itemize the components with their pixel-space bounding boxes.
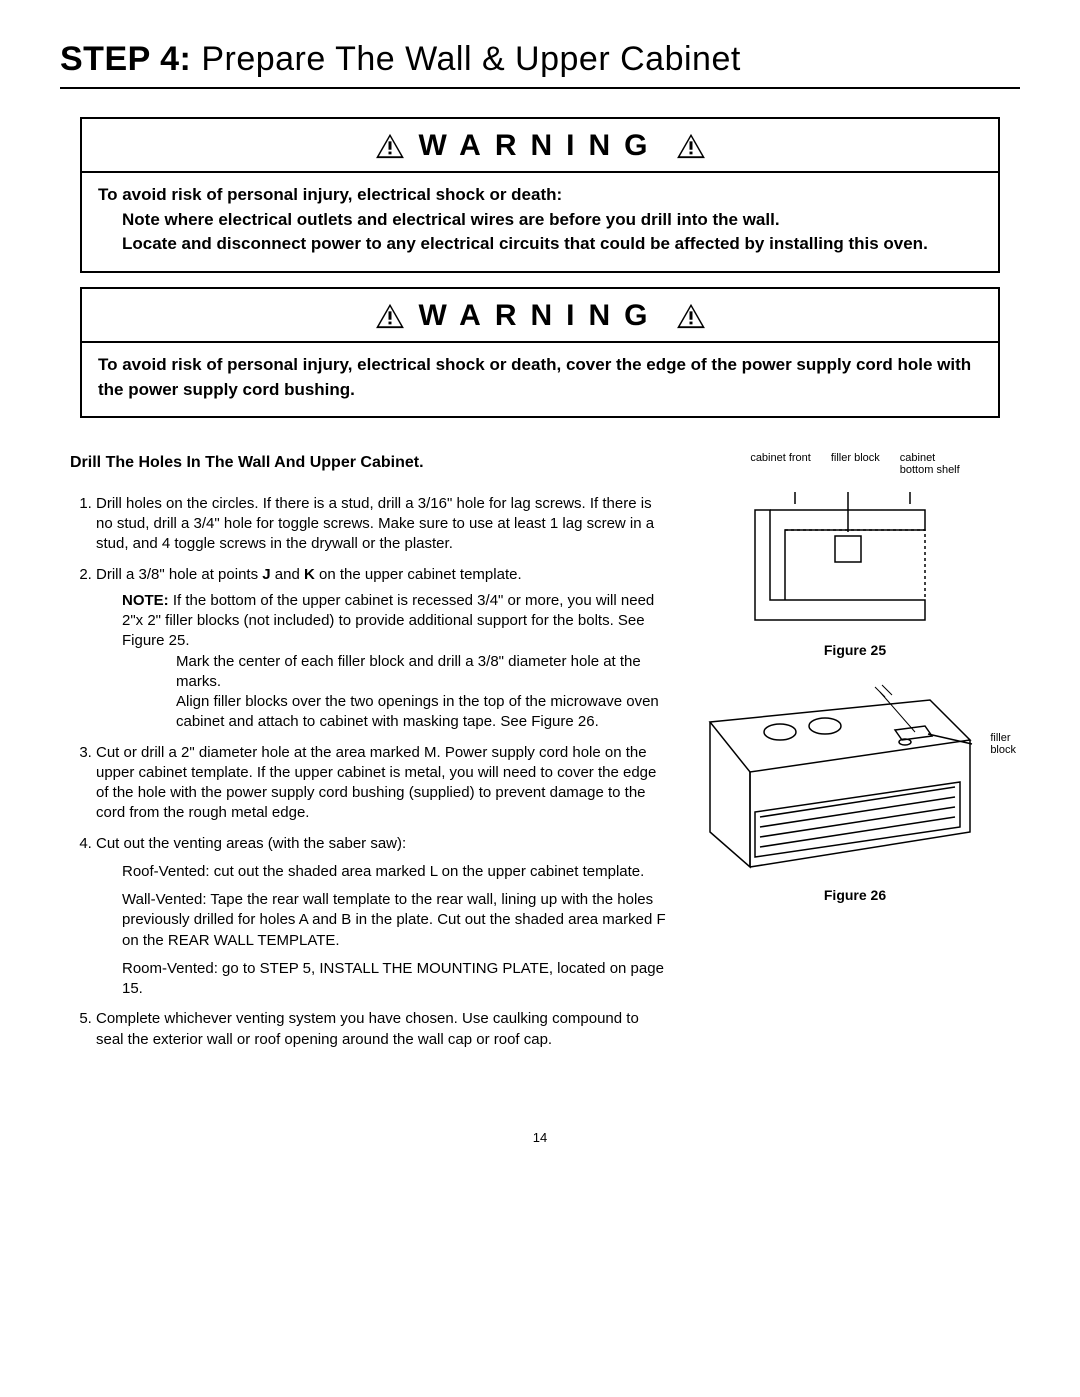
fig25-labels: cabinet front filler block cabinet botto… xyxy=(700,452,1010,476)
fig26-filler-label: filler block xyxy=(990,732,1016,756)
step2-a: Drill a 3/8" hole at points xyxy=(96,566,262,583)
note-sub2: Align filler blocks over the two opening… xyxy=(122,692,670,733)
warning-box-1: WARNING To avoid risk of personal injury… xyxy=(80,117,1000,273)
warning-word: WARNING xyxy=(419,129,662,163)
step-3: Cut or drill a 2" diameter hole at the a… xyxy=(96,743,670,824)
warning-header-2: WARNING xyxy=(82,289,998,341)
title-rest: Prepare The Wall & Upper Cabinet xyxy=(191,40,740,78)
fig25-filler: filler block xyxy=(831,452,880,476)
warning-header-1: WARNING xyxy=(82,119,998,171)
warning1-line2: Locate and disconnect power to any elect… xyxy=(98,232,982,257)
note-body: If the bottom of the upper cabinet is re… xyxy=(122,592,654,650)
figure-26-diagram xyxy=(700,682,980,872)
warning-body-1: To avoid risk of personal injury, electr… xyxy=(82,171,998,271)
note-sub1: Mark the center of each filler block and… xyxy=(122,652,670,693)
note-block: NOTE: If the bottom of the upper cabinet… xyxy=(96,591,670,733)
warning1-line1: Note where electrical outlets and electr… xyxy=(98,208,982,233)
step-2: Drill a 3/8" hole at points J and K on t… xyxy=(96,565,670,733)
page-number: 14 xyxy=(60,1130,1020,1145)
steps-list: Drill holes on the circles. If there is … xyxy=(70,494,670,1050)
step-5: Complete whichever venting system you ha… xyxy=(96,1009,670,1050)
alert-triangle-icon xyxy=(375,303,405,329)
step4-wall: Wall-Vented: Tape the rear wall template… xyxy=(96,890,670,951)
step2-mid: and xyxy=(271,566,304,583)
right-column: cabinet front filler block cabinet botto… xyxy=(700,452,1010,1060)
step2-j: J xyxy=(262,566,270,583)
section-heading: Drill The Holes In The Wall And Upper Ca… xyxy=(70,452,670,474)
warning-box-2: WARNING To avoid risk of personal injury… xyxy=(80,287,1000,418)
warning1-lead: To avoid risk of personal injury, electr… xyxy=(98,185,562,204)
step4-roof: Roof-Vented: cut out the shaded area mar… xyxy=(96,862,670,882)
step2-k: K xyxy=(304,566,315,583)
alert-triangle-icon xyxy=(676,303,706,329)
note-label: NOTE: xyxy=(122,592,169,609)
step4-room: Room-Vented: go to STEP 5, INSTALL THE M… xyxy=(96,959,670,1000)
fig25-cabfront: cabinet front xyxy=(750,452,811,476)
step-4: Cut out the venting areas (with the sabe… xyxy=(96,834,670,1000)
step4-lead: Cut out the venting areas (with the sabe… xyxy=(96,835,406,852)
warning-body-2: To avoid risk of personal injury, electr… xyxy=(82,341,998,416)
warning2-text: To avoid risk of personal injury, electr… xyxy=(98,355,971,399)
figure-25-diagram xyxy=(735,480,975,630)
fig26-caption: Figure 26 xyxy=(700,887,1010,903)
fig25-caption: Figure 25 xyxy=(700,642,1010,658)
figure-26-wrap: filler block xyxy=(700,682,1010,875)
fig25-shelf: cabinet bottom shelf xyxy=(900,452,960,476)
left-column: Drill The Holes In The Wall And Upper Ca… xyxy=(70,452,670,1060)
alert-triangle-icon xyxy=(676,133,706,159)
title-rule xyxy=(60,87,1020,89)
content-row: Drill The Holes In The Wall And Upper Ca… xyxy=(60,452,1020,1060)
warning-word: WARNING xyxy=(419,299,662,333)
step2-b: on the upper cabinet template. xyxy=(315,566,522,583)
alert-triangle-icon xyxy=(375,133,405,159)
page-title: STEP 4: Prepare The Wall & Upper Cabinet xyxy=(60,40,1020,79)
step-1: Drill holes on the circles. If there is … xyxy=(96,494,670,555)
step-label: STEP 4: xyxy=(60,40,191,78)
